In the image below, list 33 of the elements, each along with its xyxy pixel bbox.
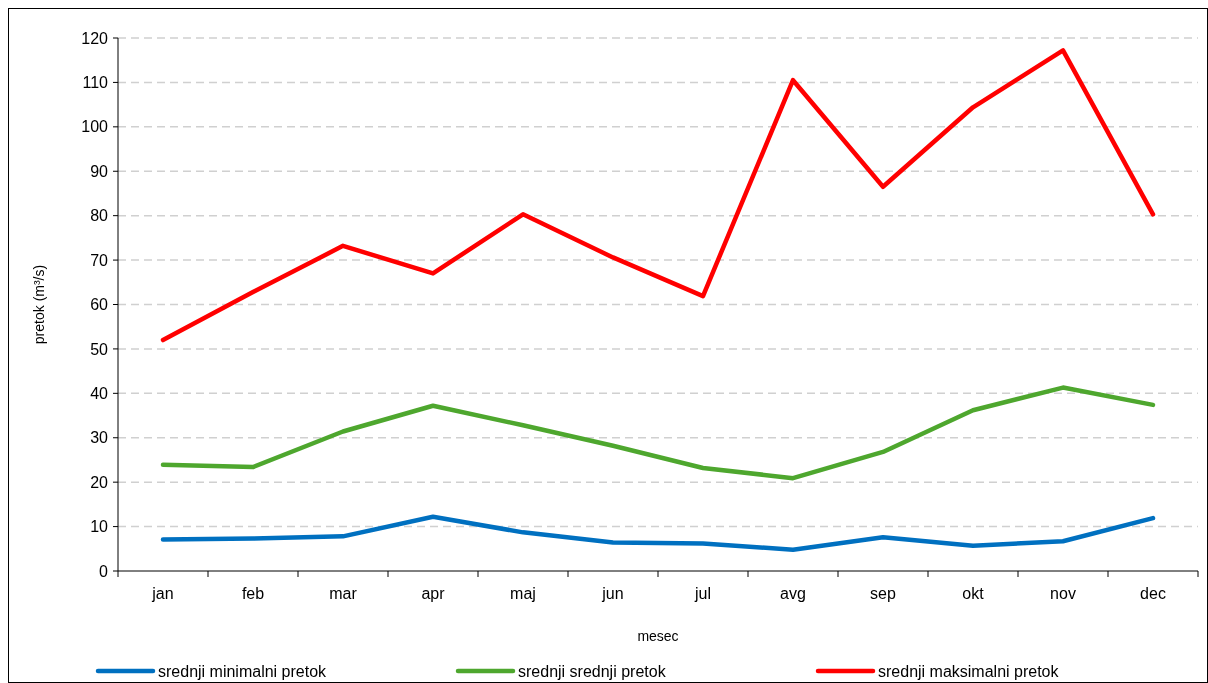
x-tick-label: dec	[1140, 585, 1166, 602]
x-tick-label: nov	[1050, 585, 1076, 602]
x-tick-label: mar	[329, 585, 358, 602]
y-tick-label: 90	[90, 162, 109, 180]
x-tick-label: jul	[693, 585, 712, 602]
x-axis-title: mesec	[637, 628, 679, 644]
y-tick-label: 120	[81, 29, 109, 47]
legend-label: srednji srednji pretok	[518, 662, 667, 680]
y-tick-label: 100	[81, 118, 109, 136]
x-tick-label: avg	[780, 585, 806, 602]
y-tick-label: 50	[90, 340, 109, 358]
y-tick-label: 40	[90, 384, 109, 402]
y-tick-label: 110	[82, 74, 109, 92]
x-tick-label: apr	[421, 585, 446, 602]
x-tick-label: maj	[510, 585, 536, 602]
y-tick-label: 60	[90, 296, 109, 314]
y-tick-label: 10	[90, 518, 109, 536]
y-tick-label: 20	[90, 473, 109, 491]
x-tick-label: jan	[151, 585, 174, 602]
line-series	[160, 514, 1156, 552]
x-tick-label: jun	[601, 585, 624, 602]
legend-label: srednji maksimalni pretok	[878, 662, 1060, 680]
x-tick-label: sep	[870, 585, 896, 602]
legend-label: srednji minimalni pretok	[158, 662, 328, 680]
y-tick-label: 30	[90, 429, 109, 447]
x-tick-label: okt	[962, 585, 985, 602]
y-tick-label: 70	[90, 251, 109, 269]
x-tick-label: feb	[241, 585, 265, 602]
y-tick-label: 0	[99, 562, 109, 580]
line-series	[160, 48, 1156, 343]
y-axis-title: pretok (m³/s)	[31, 264, 47, 345]
y-tick-label: 80	[90, 207, 109, 225]
line-series	[160, 385, 1156, 481]
